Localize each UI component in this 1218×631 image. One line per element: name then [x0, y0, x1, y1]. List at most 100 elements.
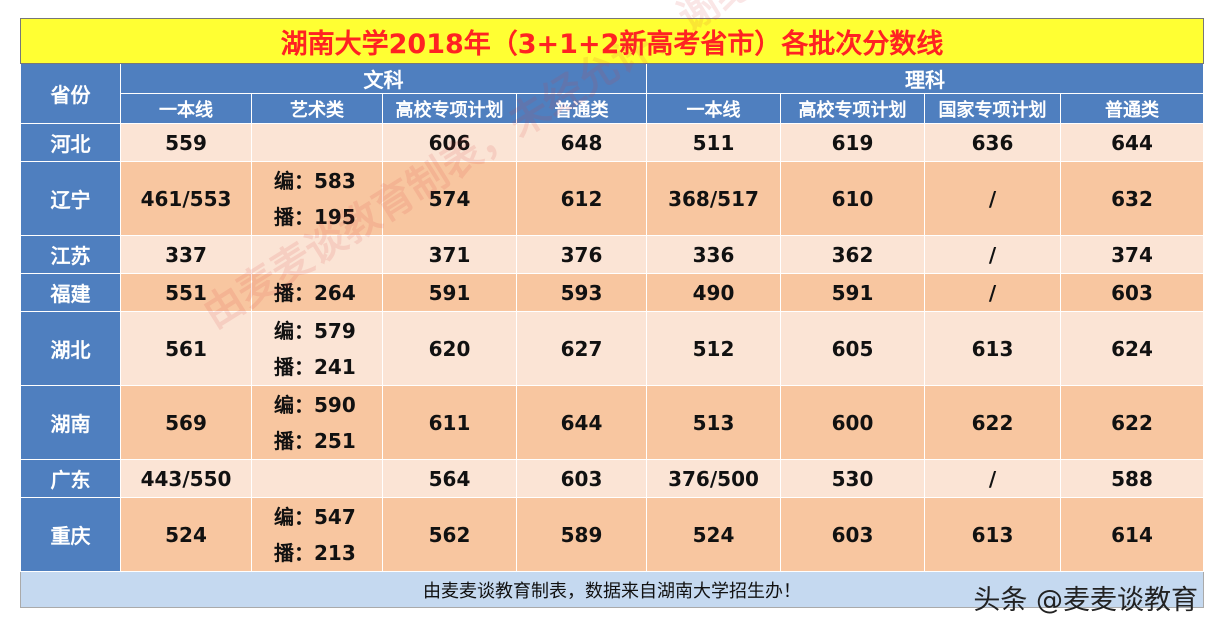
score-cell: 376 [516, 235, 647, 274]
score-cell: 561 [120, 311, 252, 386]
score-cell: 648 [516, 123, 647, 162]
group-header-wenke: 文科 [120, 63, 647, 94]
art-score-cell: 播：264 [251, 273, 383, 312]
score-table-container: 湖南大学2018年（3+1+2新高考省市）各批次分数线 省份 文科 理科 一本线… [19, 18, 1205, 608]
score-cell: 490 [646, 273, 781, 312]
score-cell: 376/500 [646, 459, 781, 498]
score-cell: 530 [780, 459, 925, 498]
score-cell: / [924, 459, 1061, 498]
art-score-line: 播：241 [274, 354, 356, 379]
score-cell: 588 [1059, 459, 1205, 498]
col-header: 一本线 [120, 93, 252, 124]
score-cell: 632 [1059, 161, 1205, 236]
table-row: 江苏 337 371 376 336 362/374 [20, 235, 1205, 274]
score-cell: 611 [382, 385, 517, 460]
art-score-cell [251, 123, 383, 162]
province-cell: 湖北 [20, 311, 121, 386]
score-cell: 362 [780, 235, 925, 274]
score-cell: 613 [924, 497, 1061, 572]
province-cell: 河北 [20, 123, 121, 162]
score-cell: 591 [382, 273, 517, 312]
score-cell: 443/550 [120, 459, 252, 498]
col-header: 高校专项计划 [780, 93, 925, 124]
score-cell: / [924, 161, 1061, 236]
province-cell: 辽宁 [20, 161, 121, 236]
score-cell: 574 [382, 161, 517, 236]
table-row: 河北 559 606 648 511 619 636 644 [20, 123, 1205, 162]
col-header: 高校专项计划 [382, 93, 517, 124]
col-header: 普通类 [516, 93, 647, 124]
score-cell: 622 [924, 385, 1061, 460]
score-cell: 619 [780, 123, 925, 162]
group-header-like: 理科 [645, 63, 1205, 94]
col-header: 艺术类 [251, 93, 383, 124]
score-cell: 605 [780, 311, 925, 386]
province-cell: 广东 [20, 459, 121, 498]
table-row: 福建 551 播：264 591 593 490 591/603 [20, 273, 1205, 312]
table-title: 湖南大学2018年（3+1+2新高考省市）各批次分数线 [19, 18, 1205, 64]
score-cell: / [924, 273, 1061, 312]
score-cell: 337 [120, 235, 252, 274]
score-cell: 603 [780, 497, 925, 572]
col-header: 一本线 [646, 93, 781, 124]
art-score-line: 编：583 [274, 168, 356, 193]
art-score-line: 播：213 [274, 540, 356, 565]
art-score-cell: 编：579 播：241 [251, 311, 383, 386]
score-cell: 591 [780, 273, 925, 312]
art-score-cell: 编：547 播：213 [251, 497, 383, 572]
score-cell: 624 [1059, 311, 1205, 386]
score-cell: 636 [924, 123, 1061, 162]
art-score-cell: 编：583 播：195 [251, 161, 383, 236]
art-score-cell [251, 459, 383, 498]
score-cell: 524 [646, 497, 781, 572]
score-cell: 564 [382, 459, 517, 498]
col-header: 国家专项计划 [924, 93, 1061, 124]
score-cell: 368/517 [646, 161, 781, 236]
score-cell: 627 [516, 311, 647, 386]
table-row: 广东 443/550 564 603 376/500 530/588 [20, 459, 1205, 498]
art-score-line: 编：547 [274, 504, 356, 529]
score-table: 湖南大学2018年（3+1+2新高考省市）各批次分数线 省份 文科 理科 一本线… [19, 18, 1205, 608]
score-cell: 551 [120, 273, 252, 312]
score-cell: 562 [382, 497, 517, 572]
score-cell: 622 [1059, 385, 1205, 460]
col-header: 普通类 [1059, 93, 1205, 124]
art-score-line: 播：195 [274, 204, 356, 229]
score-cell: 371 [382, 235, 517, 274]
score-cell: 610 [780, 161, 925, 236]
score-cell: 512 [646, 311, 781, 386]
score-cell: 569 [120, 385, 252, 460]
art-score-line: 播：264 [274, 280, 356, 305]
score-cell: 524 [120, 497, 252, 572]
score-cell: 511 [646, 123, 781, 162]
score-cell: 336 [646, 235, 781, 274]
score-cell: 613 [924, 311, 1061, 386]
art-score-line: 编：590 [274, 392, 356, 417]
province-header: 省份 [20, 63, 121, 124]
score-cell: 603 [516, 459, 647, 498]
score-cell: 374 [1059, 235, 1205, 274]
table-row: 湖北 561 编：579 播：241 620 627 512 605 613 624 [20, 311, 1205, 386]
score-cell: 620 [382, 311, 517, 386]
score-cell: 644 [1059, 123, 1205, 162]
score-cell: 593 [516, 273, 647, 312]
province-cell: 重庆 [20, 497, 121, 572]
province-cell: 福建 [20, 273, 121, 312]
art-score-line: 播：251 [274, 428, 356, 453]
score-cell: 606 [382, 123, 517, 162]
art-score-line: 编：579 [274, 318, 356, 343]
score-cell: 614 [1059, 497, 1205, 572]
score-cell: 461/553 [120, 161, 252, 236]
table-row: 辽宁 461/553 编：583 播：195 574 612 368/517 610/632 [20, 161, 1205, 236]
table-row: 重庆 524 编：547 播：213 562 589 524 603 613 614 [20, 497, 1205, 572]
score-cell: 589 [516, 497, 647, 572]
score-cell: 644 [516, 385, 647, 460]
brand-label: 头条 @麦麦谈教育 [973, 585, 1198, 616]
table-body: 河北 559 606 648 511 619 636 644 辽宁 461/553 编：583 播：1… [20, 123, 1205, 572]
score-cell: 600 [780, 385, 925, 460]
province-cell: 江苏 [20, 235, 121, 274]
score-cell: 559 [120, 123, 252, 162]
province-cell: 湖南 [20, 385, 121, 460]
score-cell: 603 [1059, 273, 1205, 312]
art-score-cell [251, 235, 383, 274]
